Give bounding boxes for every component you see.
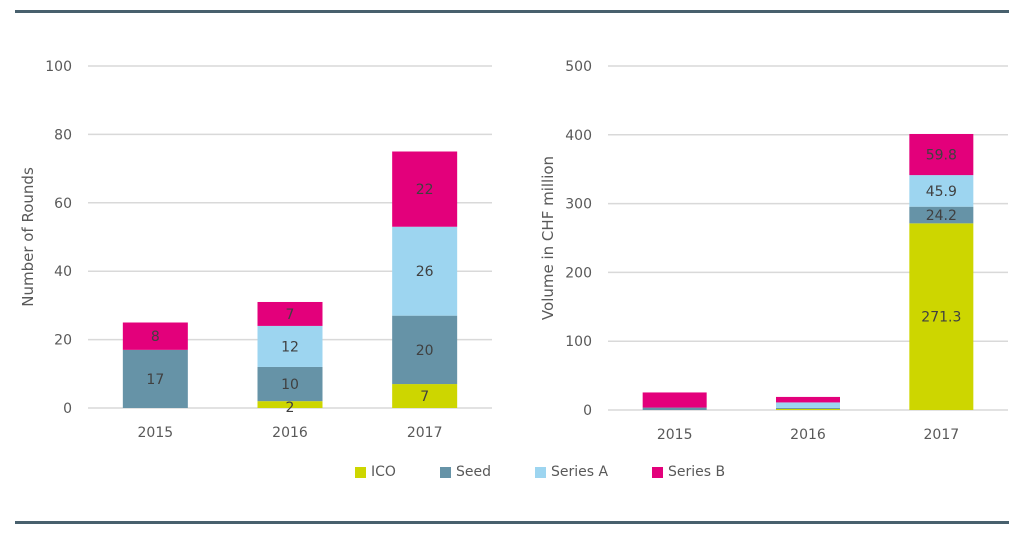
data-label: 59.8 [926,148,957,164]
bar-segment-ico [392,384,458,408]
bar-segment-series-a [257,325,323,367]
legend-swatch-series-b [652,466,663,478]
bar-segment-ico [776,408,840,410]
x-tick-label: 2015 [657,427,693,443]
data-label: 7 [420,389,429,405]
legend: ICO Seed Series A Series B [0,464,1024,484]
data-label: 17 [146,372,164,388]
legend-swatch-ico [355,466,366,478]
y-tick-label: 0 [63,401,72,417]
data-label: 2 [286,400,295,416]
bar-segment-ico [257,401,323,408]
x-tick-label: 2015 [138,425,174,441]
y-axis-label: Number of Rounds [19,167,37,307]
legend-item-ico: ICO [355,464,396,480]
bottom-rule [15,521,1009,524]
y-tick-label: 500 [565,59,592,75]
data-label: 45.9 [926,184,957,200]
bar-segment-seed [257,366,323,402]
bar-segment-series-b [122,322,188,350]
y-tick-label: 400 [565,128,592,144]
y-tick-label: 200 [565,265,592,281]
x-tick-label: 2016 [790,427,826,443]
y-tick-label: 40 [54,264,72,280]
legend-label: Seed [456,464,491,480]
bar-segment-series-a [776,402,840,408]
y-tick-label: 0 [583,403,592,419]
legend-label: Series B [668,464,726,480]
data-label: 24.2 [926,208,957,224]
legend-swatch-seed [440,466,451,478]
top-rule [15,10,1009,13]
bar-segment-series-a [392,226,458,316]
y-tick-label: 20 [54,333,72,349]
bar-segment-seed [642,407,707,410]
y-tick-label: 60 [54,196,72,212]
data-label: 8 [151,329,160,345]
data-label: 12 [281,339,299,355]
y-tick-label: 300 [565,197,592,213]
x-tick-label: 2017 [924,427,960,443]
x-tick-label: 2017 [407,425,443,441]
data-label: 20 [416,343,434,359]
legend-swatch-series-a [535,466,546,478]
bar-segment-series-b [257,301,323,326]
legend-item-seed: Seed [440,464,491,480]
y-tick-label: 100 [45,59,72,75]
bar-segment-series-b [642,392,707,408]
bar-segment-series-a [909,175,974,207]
bar-segment-seed [909,206,974,224]
legend-item-series-b: Series B [652,464,725,480]
data-label: 10 [281,377,299,393]
bar-segment-series-b [909,133,974,176]
data-label: 7 [286,307,295,323]
data-label: 26 [416,264,434,280]
bar-segment-seed [122,349,188,408]
legend-label: Series A [551,464,609,480]
data-label: 271.3 [921,310,961,326]
bar-segment-ico [909,223,974,410]
x-tick-label: 2016 [272,425,308,441]
y-axis-label: Volume in CHF million [539,156,557,320]
y-tick-label: 100 [565,334,592,350]
y-tick-label: 80 [54,127,72,143]
data-label: 22 [416,182,434,198]
bar-segment-seed [392,315,458,385]
legend-item-series-a: Series A [535,464,608,480]
legend-label: ICO [371,464,396,480]
bar-segment-series-b [776,396,840,403]
bar-segment-series-b [392,151,458,227]
bar-segment-seed [776,407,840,409]
